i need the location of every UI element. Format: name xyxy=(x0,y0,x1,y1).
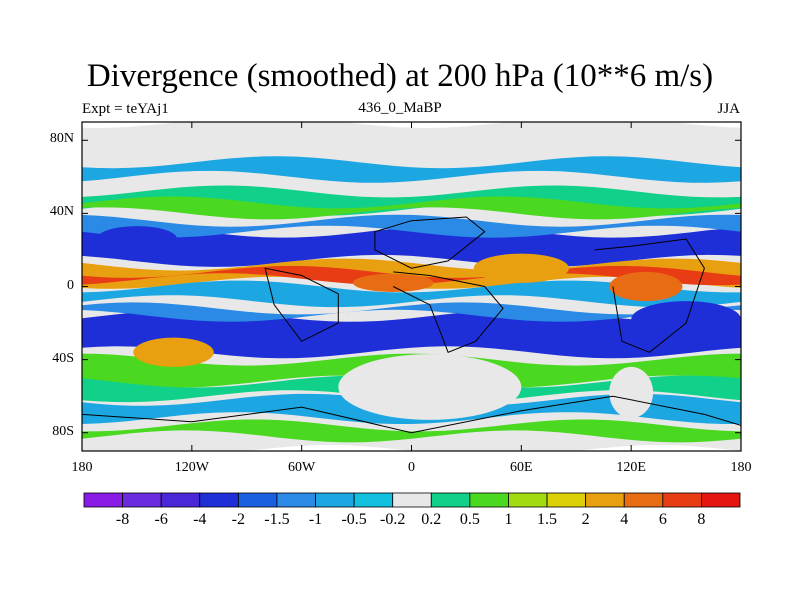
colorbar-label: -6 xyxy=(154,511,168,528)
coastline xyxy=(82,395,741,434)
contour-band xyxy=(82,225,741,267)
longitude-tick-label: 60W xyxy=(288,460,316,475)
colorbar-label: 4 xyxy=(620,511,629,528)
colorbar-label: -0.5 xyxy=(341,511,367,528)
latitude-tick-label: 40S xyxy=(52,350,74,366)
contour-blob xyxy=(338,354,522,420)
contour-blob xyxy=(133,337,214,367)
colorbar-label: 0.5 xyxy=(459,511,480,528)
contour-band xyxy=(82,309,741,359)
latitude-tick-label: 80S xyxy=(52,423,74,439)
latitude-tick-label: 40N xyxy=(49,204,74,220)
longitude-tick-label: 0 xyxy=(408,460,415,475)
contour-band xyxy=(82,302,741,322)
season-label: JJA xyxy=(717,101,740,117)
colorbar-label: -1 xyxy=(308,511,323,528)
colorbar-swatch xyxy=(546,492,587,508)
colorbar-label: -4 xyxy=(193,511,207,528)
colorbar-label: -0.2 xyxy=(380,511,406,528)
colorbar-swatch xyxy=(585,492,625,508)
contour-blob xyxy=(609,271,683,302)
colorbar-swatch xyxy=(701,492,741,508)
colorbar-swatch xyxy=(276,492,316,508)
colorbar-label: -2 xyxy=(231,511,245,528)
contour-blob xyxy=(96,226,178,252)
contour-blob xyxy=(352,273,434,292)
colorbar-swatch xyxy=(392,492,432,508)
colorbar-swatch xyxy=(315,492,355,508)
longitude-tick-label: 60E xyxy=(510,460,533,475)
case-label: 436_0_MaBP xyxy=(358,100,442,116)
contour-blob xyxy=(473,253,569,283)
contour-band xyxy=(82,265,741,286)
longitude-tick-label: 120E xyxy=(616,460,646,475)
coastline xyxy=(594,238,705,353)
longitude-tick-label: 120W xyxy=(174,460,209,475)
colorbar-label: 1.5 xyxy=(537,511,558,528)
colorbar-label: -8 xyxy=(115,511,130,528)
colorbar-label: 6 xyxy=(658,511,667,528)
colorbar-label: 2 xyxy=(581,511,590,528)
colorbar-swatch xyxy=(122,492,162,508)
colorbar-swatch xyxy=(430,492,471,508)
longitude-tick-label: 180 xyxy=(730,460,752,475)
experiment-label: Expt = teYAj1 xyxy=(82,101,169,117)
latitude-tick-label: 80N xyxy=(49,131,74,147)
colorbar-label: -1.5 xyxy=(264,511,290,528)
chart-title: Divergence (smoothed) at 200 hPa (10**6 … xyxy=(86,58,714,94)
contour-band xyxy=(82,214,741,238)
colorbar-label: 0.2 xyxy=(421,511,442,528)
contour-band xyxy=(82,280,741,308)
latitude-tick-label: 0 xyxy=(67,277,74,293)
colorbar-swatch xyxy=(199,492,239,508)
contour-band xyxy=(82,156,741,183)
colorbar-label: 8 xyxy=(697,511,706,528)
contour-blob xyxy=(609,366,654,419)
colorbar-swatch xyxy=(623,492,664,508)
colorbar-label: 1 xyxy=(504,511,513,528)
longitude-tick-label: 180 xyxy=(71,460,93,475)
colorbar-swatch xyxy=(160,492,201,508)
colorbar-swatch xyxy=(662,492,702,508)
coastline xyxy=(374,216,486,269)
contour-blob xyxy=(631,301,741,338)
colorbar-swatch xyxy=(469,492,509,508)
contour-band xyxy=(82,196,741,220)
colorbar-swatch xyxy=(83,492,123,508)
coastline xyxy=(392,271,504,353)
colorbar-swatch xyxy=(508,492,548,508)
coastline xyxy=(264,267,339,342)
colorbar-swatch xyxy=(353,492,394,508)
contour-band xyxy=(82,419,741,443)
colorbar-swatch xyxy=(237,492,278,508)
